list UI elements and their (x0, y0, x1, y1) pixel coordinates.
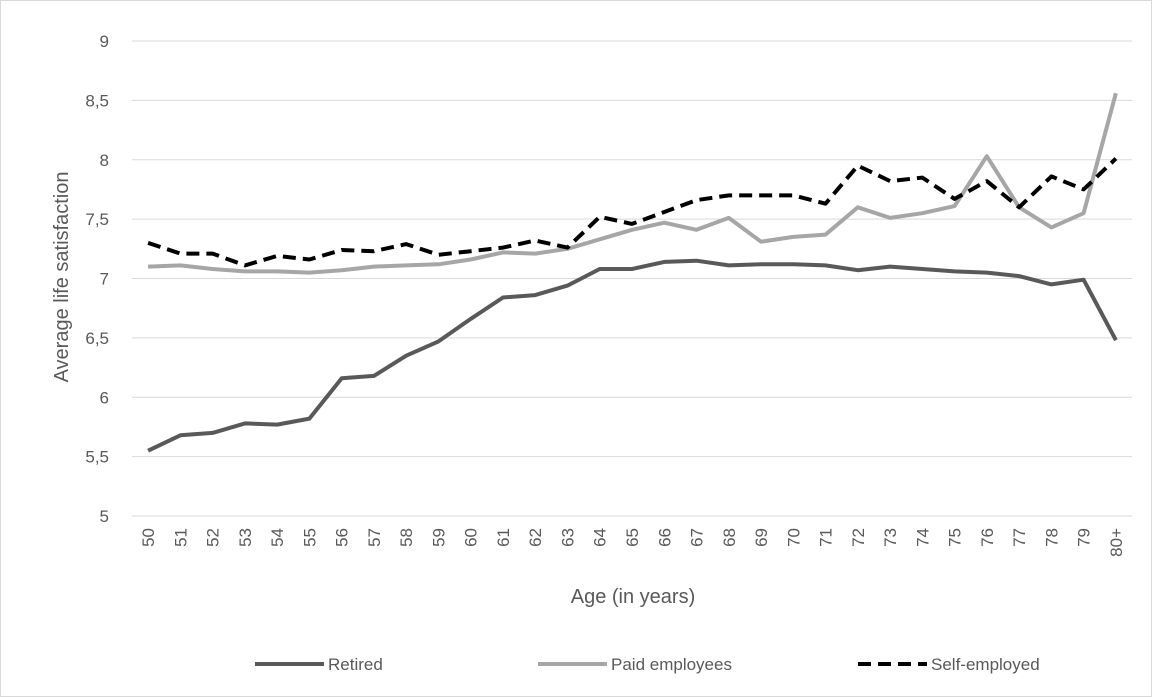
x-axis-title: Age (in years) (571, 586, 696, 608)
x-tick-label: 62 (526, 528, 545, 547)
y-tick-label: 5 (100, 507, 109, 526)
x-tick-label: 67 (688, 528, 707, 547)
x-tick-label: 57 (365, 528, 384, 547)
y-axis-tick-labels: 5 5,5 6 6,5 7 7,5 8 8,5 9 (85, 32, 109, 526)
x-axis-tick-labels: 50 51 52 53 54 55 56 57 58 59 60 61 62 63 64 65 66 67 68 69… (139, 528, 1126, 557)
x-tick-label: 73 (881, 528, 900, 547)
y-axis-title: Average life satisfaction (51, 172, 73, 383)
y-tick-label: 6 (100, 388, 109, 407)
x-tick-label: 75 (946, 528, 965, 547)
x-tick-label: 76 (978, 528, 997, 547)
x-tick-label: 50 (139, 528, 158, 547)
series-line-retired (147, 258, 1118, 453)
x-tick-label: 72 (849, 528, 868, 547)
series-line-paid-employees (148, 92, 1118, 275)
x-tick-label: 54 (268, 528, 287, 547)
y-tick-label: 5,5 (85, 448, 109, 467)
x-tick-label: 64 (591, 528, 610, 547)
legend-label: Retired (328, 655, 383, 674)
legend: Retired Paid employees Self-employed (255, 655, 1040, 674)
x-tick-label: 79 (1075, 528, 1094, 547)
x-tick-label: 65 (623, 528, 642, 547)
y-tick-label: 7 (100, 270, 109, 289)
x-tick-label: 59 (429, 528, 448, 547)
x-tick-label: 61 (494, 528, 513, 547)
x-tick-label: 63 (558, 528, 577, 547)
x-tick-label: 71 (817, 528, 836, 547)
series-line-self-employed (147, 157, 1118, 268)
x-tick-label: 74 (913, 528, 932, 547)
x-tick-label: 66 (655, 528, 674, 547)
x-tick-label: 78 (1042, 528, 1061, 547)
gridlines (132, 40, 1132, 517)
y-tick-label: 8 (100, 151, 109, 170)
x-tick-label: 53 (236, 528, 255, 547)
x-tick-label: 80+ (1107, 528, 1126, 557)
x-tick-label: 51 (171, 528, 190, 547)
x-tick-label: 58 (397, 528, 416, 547)
x-tick-label: 77 (1010, 528, 1029, 547)
y-tick-label: 6,5 (85, 329, 109, 348)
legend-label: Paid employees (611, 655, 732, 674)
x-tick-label: 68 (720, 528, 739, 547)
x-tick-label: 56 (333, 528, 352, 547)
y-tick-label: 8,5 (85, 91, 109, 110)
y-tick-label: 7,5 (85, 210, 109, 229)
x-tick-label: 52 (204, 528, 223, 547)
x-tick-label: 69 (752, 528, 771, 547)
x-tick-label: 70 (784, 528, 803, 547)
series-layer (147, 92, 1118, 453)
legend-label: Self-employed (931, 655, 1040, 674)
x-tick-label: 55 (300, 528, 319, 547)
y-tick-label: 9 (100, 32, 109, 51)
x-tick-label: 60 (462, 528, 481, 547)
